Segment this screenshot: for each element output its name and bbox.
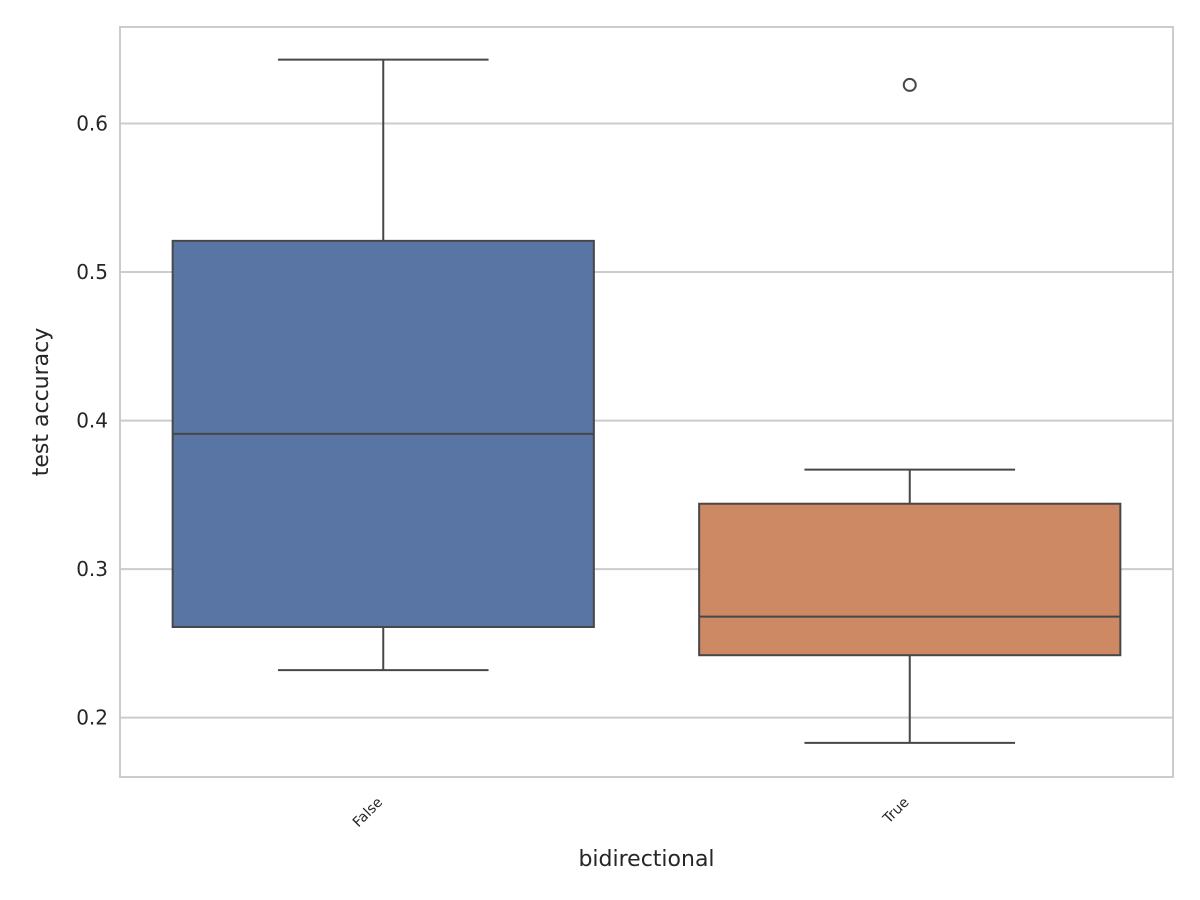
y-tick-label: 0.2 [76, 706, 108, 730]
boxes [171, 58, 1122, 744]
box-group-true [698, 77, 1122, 744]
plot-frame [119, 26, 1174, 778]
y-axis-label: test accuracy [29, 328, 54, 477]
box-iqr [698, 502, 1122, 657]
outlier-point [902, 77, 917, 92]
box-group-false [171, 58, 595, 672]
y-tick-label: 0.6 [76, 112, 108, 136]
x-axis-label: bidirectional [578, 847, 714, 872]
y-tick-label: 0.3 [76, 557, 108, 581]
y-tick-label: 0.4 [76, 409, 108, 433]
y-tick-label: 0.5 [76, 260, 108, 284]
